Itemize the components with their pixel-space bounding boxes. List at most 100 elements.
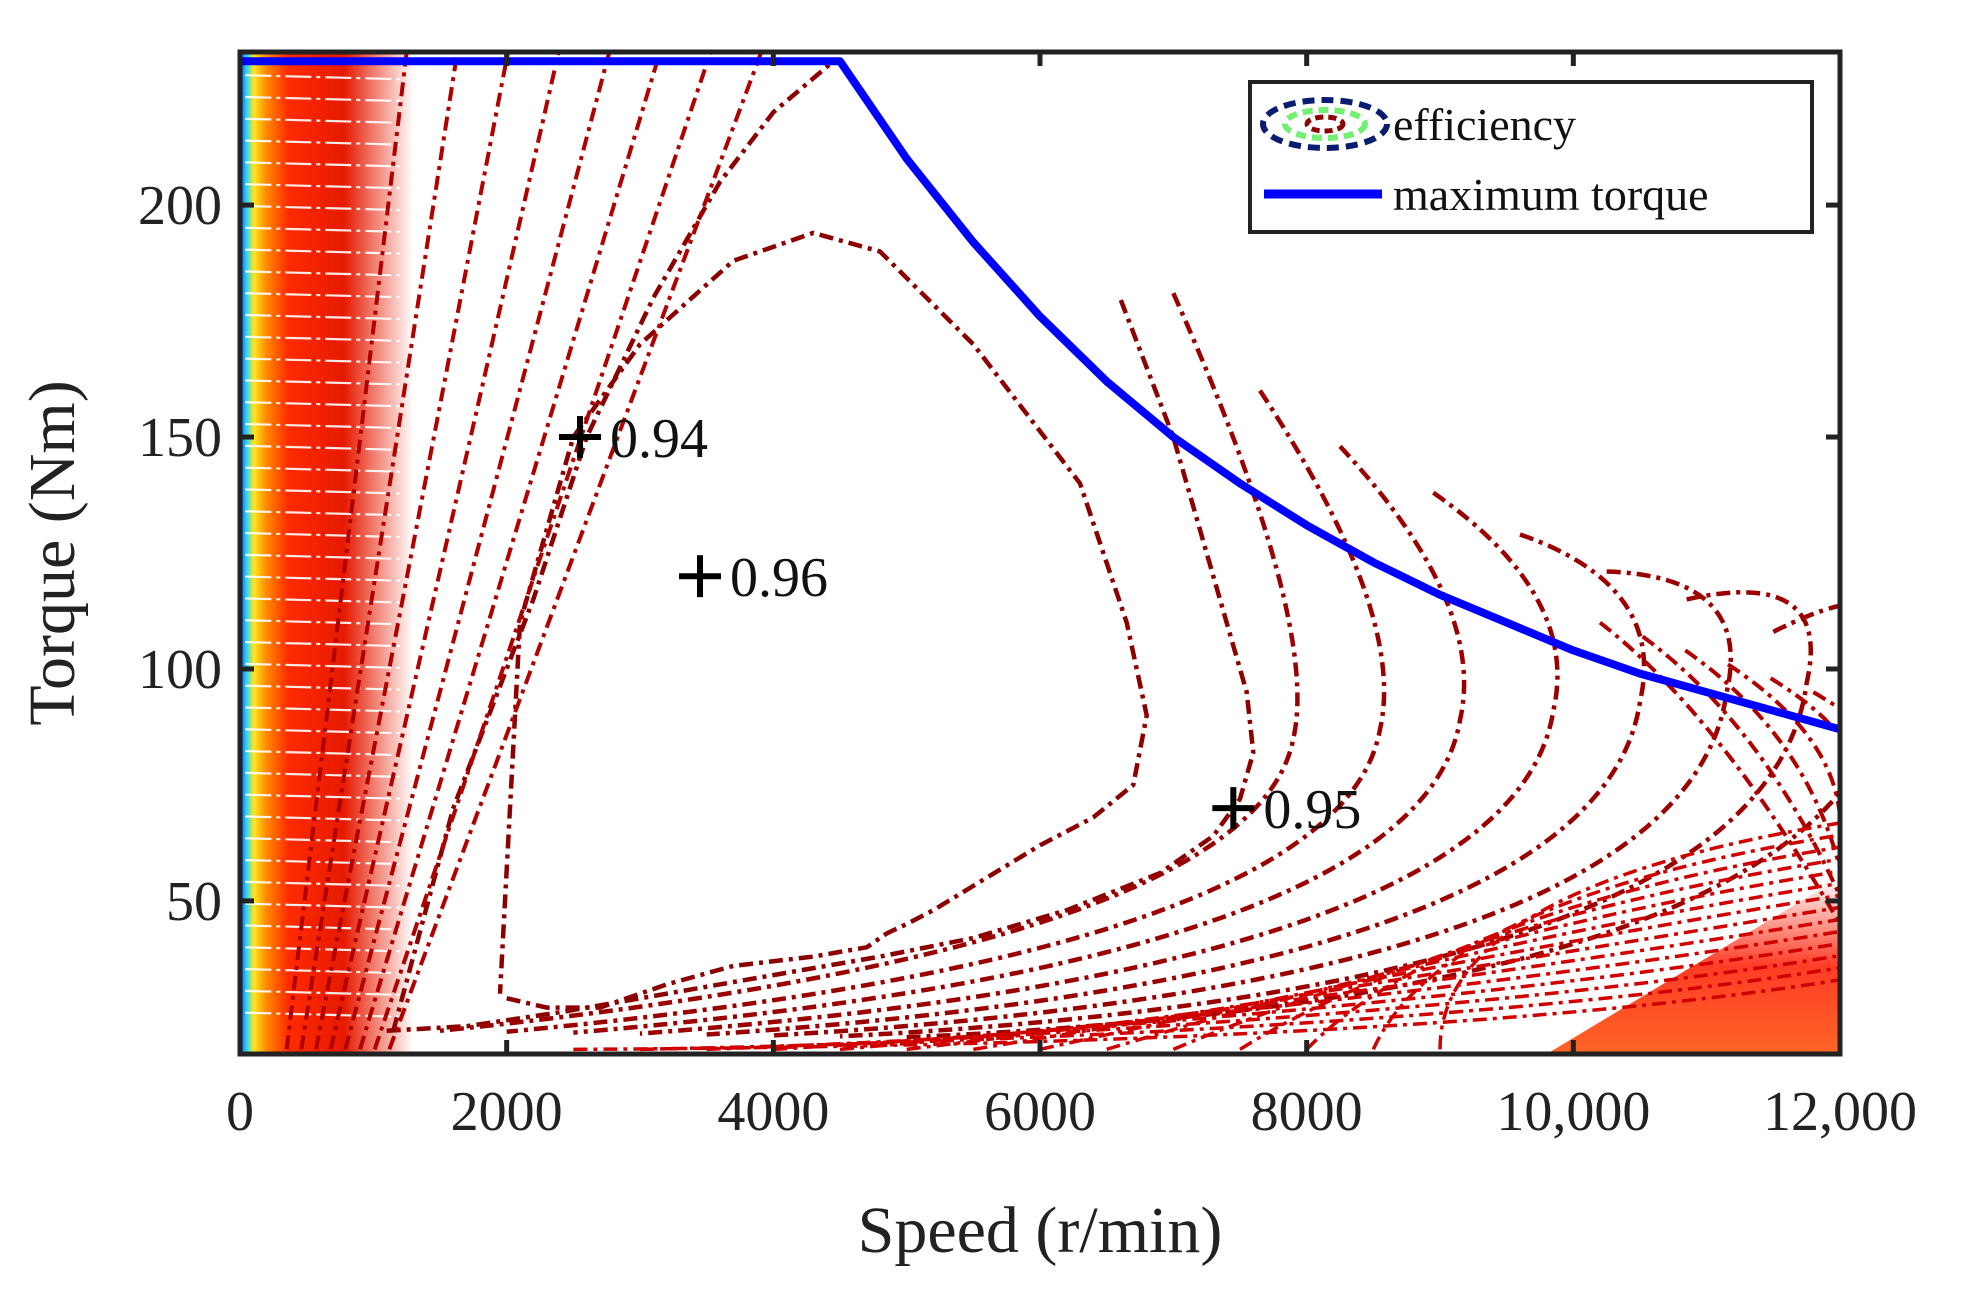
low-speed-contour-line	[245, 466, 401, 473]
efficiency-contour-low-speed	[358, 51, 662, 1050]
low-speed-contour-line	[245, 444, 401, 451]
legend: efficiency maximum torque	[1248, 80, 1814, 234]
annotation-label: 0.95	[1263, 779, 1361, 841]
efficiency-contour	[391, 59, 835, 1032]
efficiency-contour-low-torque	[1305, 845, 1841, 1051]
low-speed-contour-line	[245, 706, 401, 713]
low-speed-contour-line	[245, 226, 401, 233]
low-speed-contour-line	[245, 270, 401, 277]
low-speed-contour-line	[245, 183, 401, 190]
efficiency-contour-low-torque	[1172, 869, 1841, 1051]
x-tick-label: 6000	[984, 1081, 1096, 1143]
x-tick-label: 4000	[717, 1081, 829, 1143]
efficiency-contour-high-speed	[439, 292, 1300, 1034]
efficiency-contour-low-speed	[328, 51, 561, 1050]
low-speed-contour-line	[245, 902, 401, 909]
efficiency-contour	[386, 297, 1256, 1034]
efficiency-contour-low-speed	[299, 51, 460, 1050]
efficiency-contour-high-speed	[1812, 690, 1842, 787]
efficiency-contour-low-torque	[639, 965, 1841, 1052]
efficiency-contour-high-speed	[573, 444, 1467, 1035]
low-speed-contour-line	[245, 880, 401, 887]
efficiency-contour-high-speed	[1769, 676, 1842, 815]
low-speed-contour-line	[245, 379, 401, 386]
low-speed-contour-line	[245, 662, 401, 669]
low-speed-contour-line	[245, 488, 401, 495]
y-axis-title: Torque (Nm)	[16, 380, 89, 725]
x-tick-label: 8000	[1251, 1081, 1363, 1143]
efficiency-contour-low-torque	[573, 978, 1841, 1052]
efficiency-contour-low-torque	[1438, 821, 1841, 1050]
y-tick-label: 100	[138, 639, 222, 701]
plot-clip-group	[240, 51, 1842, 1054]
low-speed-contour-line	[245, 684, 401, 691]
low-speed-contour-line	[245, 989, 401, 997]
low-speed-contour-line	[245, 95, 401, 103]
efficiency-contour-high-speed	[639, 490, 1560, 1036]
low-speed-contour-line	[245, 1011, 401, 1018]
efficiency-contour	[497, 230, 1149, 1010]
low-speed-contour-line	[245, 815, 401, 822]
x-axis-title: Speed (r/min)	[858, 1194, 1223, 1267]
annotation-marker	[1212, 787, 1255, 830]
legend-box	[1248, 80, 1814, 234]
efficiency-contour-high-speed	[773, 569, 1733, 1038]
efficiency-contour-low-speed	[284, 51, 409, 1050]
plot-area: 0.94 0.96 0.95	[240, 51, 1842, 1054]
low-speed-contour-line	[245, 335, 401, 342]
efficiency-contour-high-speed	[506, 389, 1387, 1034]
low-speed-contour-line	[245, 728, 401, 735]
efficiency-contour-low-speed	[387, 51, 764, 1051]
y-tick-label: 50	[166, 871, 222, 933]
efficiency-contour-low-torque	[973, 905, 1841, 1052]
low-speed-contour-line	[245, 575, 401, 582]
efficiency-contour-low-speed	[343, 51, 612, 1050]
efficiency-contour-low-torque	[706, 953, 1841, 1052]
legend-efficiency-icon	[1260, 97, 1390, 151]
low-speed-contour-line	[245, 74, 401, 81]
axes: 0 2000 4000 6000 8000 10,000 12,000 50 100 150 200…	[16, 49, 1917, 1267]
legend-label-efficiency: efficiency	[1393, 99, 1576, 150]
maximum-torque-line	[240, 57, 1842, 734]
low-speed-contour-line	[245, 117, 401, 124]
efficiency-contour-low-torque	[839, 929, 1841, 1052]
y-tick-label: 150	[138, 407, 222, 469]
low-speed-contour-line	[245, 640, 401, 648]
low-speed-contour-line	[245, 422, 401, 430]
y-tick-label: 200	[138, 175, 222, 237]
low-speed-contour-line	[245, 204, 401, 212]
low-speed-contour-line	[245, 531, 401, 539]
low-speed-contour-line	[245, 924, 401, 931]
efficiency-contour-low-torque	[1039, 893, 1841, 1052]
low-speed-contour-line	[245, 553, 401, 560]
low-speed-efficiency-field	[240, 52, 414, 1054]
x-tick-label: 2000	[451, 1081, 563, 1143]
low-speed-contour-line	[245, 946, 401, 953]
low-speed-contour-line	[245, 248, 401, 255]
annotation-marker	[679, 555, 721, 598]
low-speed-contour-line	[245, 597, 401, 604]
low-speed-contour-line	[245, 401, 401, 408]
efficiency-contour-low-speed	[372, 51, 713, 1050]
low-speed-contour-line	[245, 510, 401, 517]
low-speed-contour-line	[245, 313, 401, 321]
annotation-label: 0.94	[610, 408, 708, 470]
low-speed-contour-line	[245, 161, 401, 168]
x-tick-label: 12,000	[1763, 1081, 1917, 1143]
low-speed-contour-line	[245, 357, 401, 364]
efficiency-contour-low-speed	[314, 51, 510, 1050]
legend-label-maximum-torque: maximum torque	[1393, 169, 1709, 220]
efficiency-contour-high-speed	[1684, 648, 1842, 869]
annotation-label: 0.96	[730, 547, 828, 609]
low-speed-contour-line	[245, 292, 401, 299]
low-speed-contour-line	[245, 139, 401, 146]
annotation-marker	[559, 416, 601, 459]
low-speed-contour-line	[245, 619, 401, 626]
efficiency-contour-high-speed	[1598, 621, 1842, 926]
low-speed-contour-line	[245, 968, 401, 975]
x-tick-label: 0	[226, 1081, 254, 1143]
efficiency-contour-high-speed	[706, 532, 1647, 1037]
x-tick-label: 10,000	[1496, 1081, 1650, 1143]
high-speed-efficiency-field	[1546, 877, 1840, 1054]
